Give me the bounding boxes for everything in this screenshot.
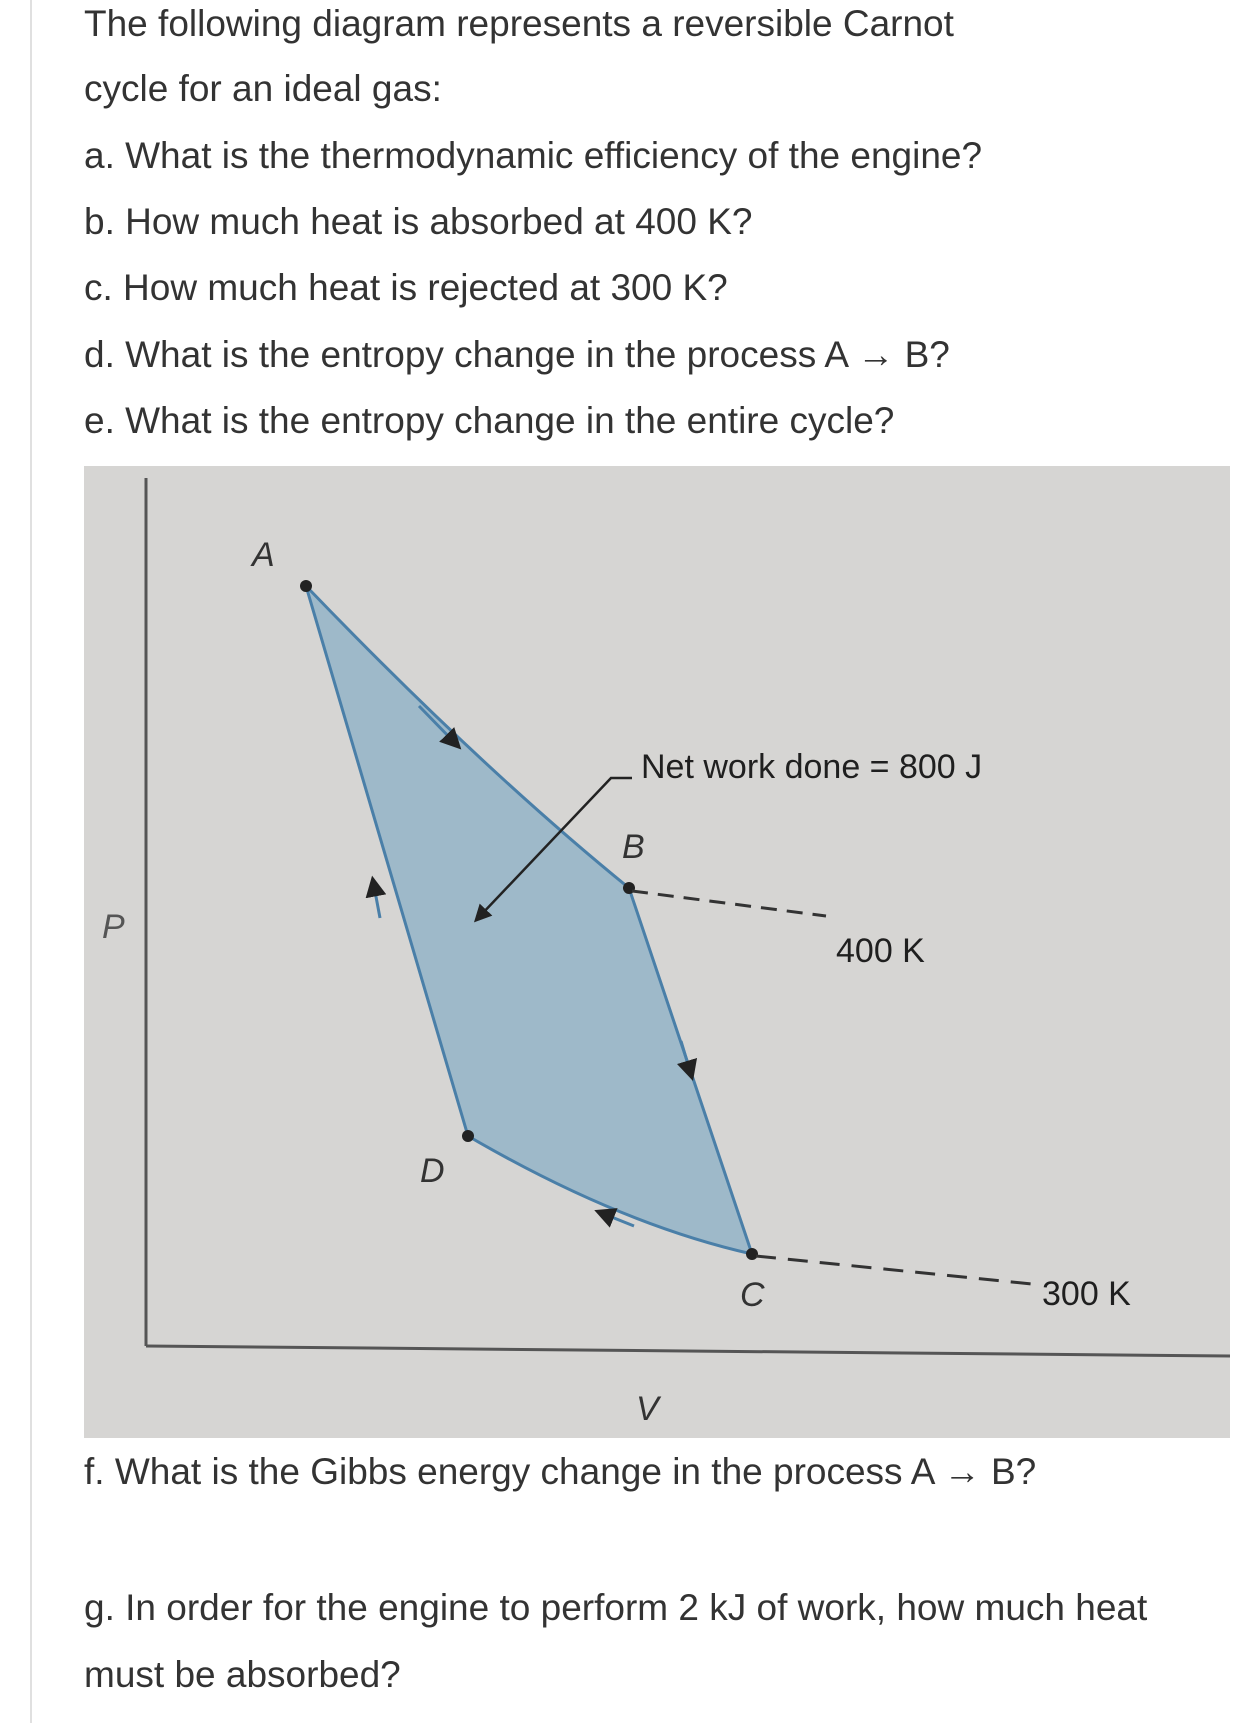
v-axis-label: V (636, 1390, 662, 1428)
net-work-annotation: Net work done = 800 J (641, 748, 982, 786)
arrow-da (365, 875, 387, 919)
photo-background (84, 466, 1230, 1438)
point-c-label: C (740, 1276, 765, 1314)
isotherm-400k-line (631, 889, 827, 918)
arrow-cd (594, 1208, 635, 1228)
question-d: d. What is the entropy change in the pro… (84, 334, 950, 375)
arrow-bc (676, 1040, 698, 1082)
arrow-ab (417, 704, 462, 750)
point-a-label: A (250, 536, 275, 574)
isotherm-300k-line (755, 1254, 1033, 1286)
point-b-label: B (622, 828, 645, 866)
question-b: b. How much heat is absorbed at 400 K? (84, 201, 753, 242)
question-g: g. In order for the engine to perform 2 … (84, 1587, 1148, 1695)
left-border-line (30, 0, 32, 1723)
point-d-label: D (420, 1152, 445, 1190)
intro-line-2: cycle for an ideal gas: (84, 68, 442, 109)
point-a (300, 580, 312, 592)
carnot-cycle-diagram: A B C D P V Net work done = 800 J 400 K … (84, 466, 1230, 1438)
p-axis-label: P (102, 908, 125, 946)
question-a: a. What is the thermodynamic efficiency … (84, 135, 983, 176)
point-d (462, 1130, 474, 1142)
net-work-leader (473, 776, 632, 923)
v-axis (145, 1344, 1230, 1358)
question-f: f. What is the Gibbs energy change in th… (84, 1451, 1037, 1492)
question-c: c. How much heat is rejected at 300 K? (84, 267, 728, 308)
intro-line-1: The following diagram represents a rever… (84, 3, 954, 44)
isotherm-400k-label: 400 K (836, 932, 925, 970)
isotherm-300k-label: 300 K (1042, 1275, 1131, 1313)
question-e: e. What is the entropy change in the ent… (84, 400, 895, 441)
point-c (746, 1248, 758, 1260)
